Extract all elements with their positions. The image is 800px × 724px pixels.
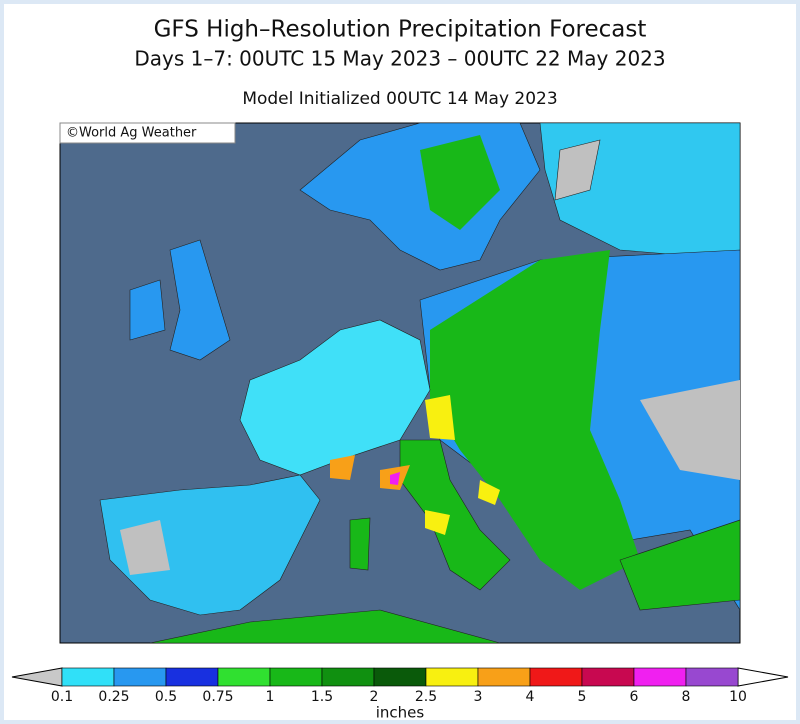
land — [99, 474, 321, 616]
credit-box — [59, 122, 236, 144]
land — [169, 239, 231, 361]
colorbar-swatch — [321, 667, 375, 687]
precip — [390, 472, 400, 485]
colorbar-label: 2.5 — [415, 689, 437, 705]
credit: ©World Ag Weather — [66, 126, 197, 141]
colorbar-label: 0.75 — [202, 689, 233, 705]
colorbar-swatch — [477, 667, 531, 687]
colorbar-label: 2 — [370, 689, 379, 705]
precip — [420, 135, 500, 230]
colorbar-swatch — [61, 667, 115, 687]
colorbar-swatch — [165, 667, 219, 687]
unit-label: inches — [376, 704, 425, 722]
subtitle: Days 1–7: 00UTC 15 May 2023 – 00UTC 22 M… — [134, 47, 665, 71]
colorbar-label: 6 — [630, 689, 639, 705]
colorbar-swatch — [113, 667, 167, 687]
colorbar-swatch — [633, 667, 687, 687]
colorbar-label: 0.25 — [98, 689, 129, 705]
precip — [425, 395, 500, 535]
init-time: Model Initialized 00UTC 14 May 2023 — [242, 89, 557, 109]
colorbar-label: 3 — [474, 689, 483, 705]
colorbar-swatch — [581, 667, 635, 687]
land — [120, 520, 170, 575]
colorbar-swatch — [217, 667, 271, 687]
colorbar-swatch — [685, 667, 739, 687]
colorbar-swatch — [529, 667, 583, 687]
land — [554, 139, 601, 201]
colorbar-swatch — [425, 667, 479, 687]
colorbar-swatch — [373, 667, 427, 687]
land — [399, 439, 511, 591]
colorbar-label: 10 — [729, 689, 747, 705]
colorbar-label: 1.5 — [311, 689, 333, 705]
colorbar-label: 4 — [526, 689, 535, 705]
colorbar-label: 0.1 — [51, 689, 73, 705]
precip — [430, 250, 640, 590]
colorbar-swatch — [269, 667, 323, 687]
land — [640, 380, 740, 480]
land — [619, 519, 740, 611]
land — [149, 609, 501, 643]
land — [349, 517, 371, 571]
colorbar-label: 8 — [682, 689, 691, 705]
land — [129, 279, 166, 341]
colorbar: 0.1 0.25 0.5 0.75 1 1.5 2 2.5 3 4 5 6 8 10 — [11, 667, 789, 705]
colorbar-label: 0.5 — [155, 689, 177, 705]
colorbar-label: 1 — [266, 689, 275, 705]
colorbar-label: 5 — [578, 689, 587, 705]
map: ©World Ag Weather — [59, 122, 741, 644]
land — [239, 319, 431, 476]
title: GFS High–Resolution Precipitation Foreca… — [154, 17, 647, 43]
